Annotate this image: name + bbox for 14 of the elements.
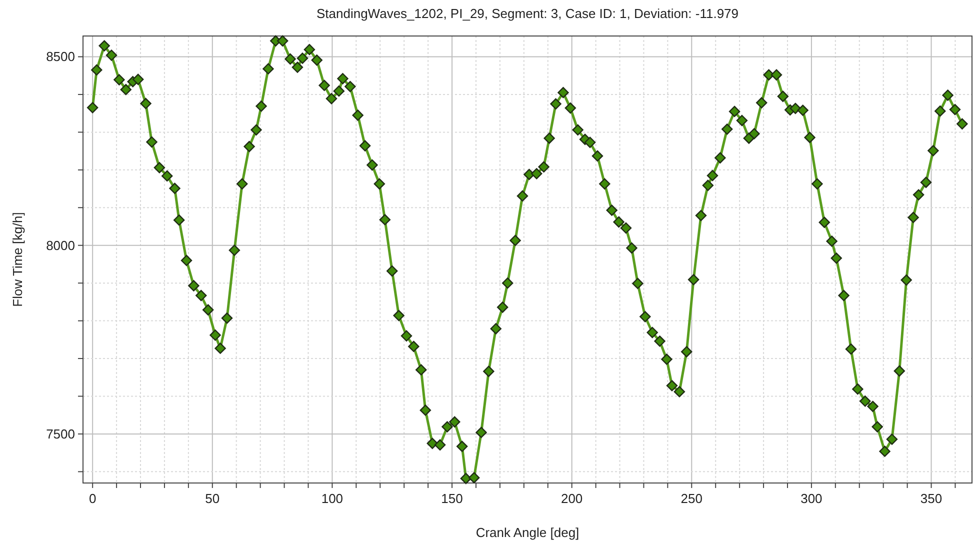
x-tick-label: 200 [560,491,583,506]
y-tick-label: 7500 [46,426,75,442]
x-tick-label: 250 [680,491,702,506]
chart-title: StandingWaves_1202, PI_29, Segment: 3, Case ID: 1, Deviation: -11.979 [316,6,739,21]
x-tick-label: 0 [88,491,96,506]
x-tick-label: 100 [321,491,344,506]
x-tick-label: 50 [205,491,220,506]
x-tick-label: 350 [920,491,942,506]
y-axis-title: Flow Time [kg/h] [10,212,25,307]
x-axis-title: Crank Angle [deg] [476,525,580,540]
y-tick-label: 8000 [46,238,75,253]
x-tick-label: 300 [800,491,822,506]
y-tick-label: 8500 [46,49,75,64]
x-tick-label: 150 [441,491,463,506]
